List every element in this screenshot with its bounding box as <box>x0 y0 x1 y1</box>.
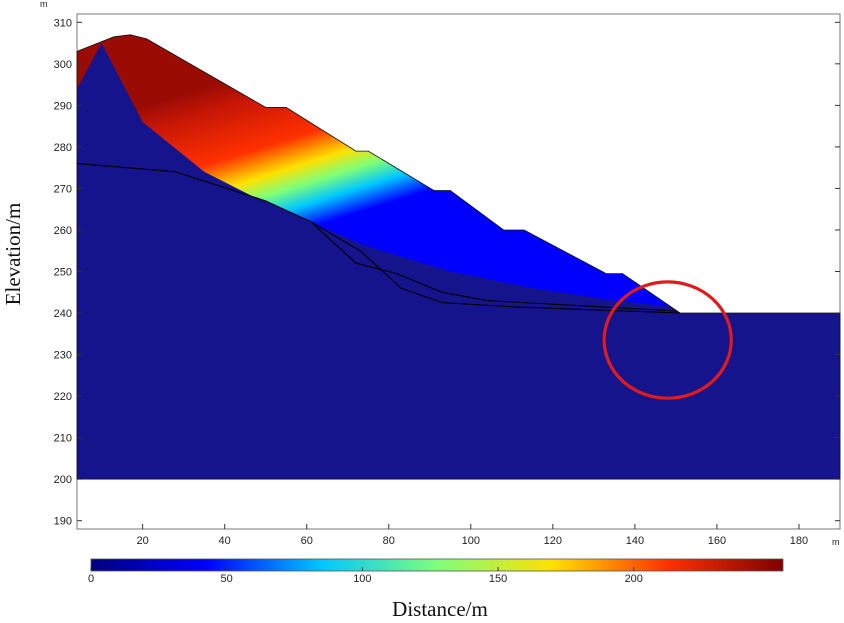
x-tick-label: 120 <box>544 535 562 547</box>
interface-line-1 <box>76 162 681 314</box>
y-axis-title: Elevation/m <box>1 203 25 306</box>
colorbar-tick-label: 100 <box>353 573 371 585</box>
x-axis-unit: m <box>832 537 840 547</box>
colorbar-tick-label: 0 <box>88 573 94 585</box>
x-tick-label: 80 <box>383 535 395 547</box>
y-axis: 190 200 210 220 230 240 250 260 270 280 290 300 310 <box>54 17 840 528</box>
x-tick-label: 100 <box>462 535 480 547</box>
x-axis: 20 40 60 80 100 120 140 160 180 <box>137 524 808 547</box>
y-tick-label: 280 <box>54 142 72 154</box>
interface-lines <box>76 162 681 314</box>
interface-line-2 <box>310 221 676 312</box>
y-tick-label: 230 <box>54 350 72 362</box>
x-tick-label: 140 <box>626 535 644 547</box>
x-tick-label: 20 <box>137 535 149 547</box>
contour-field <box>76 34 841 480</box>
y-tick-label: 260 <box>54 225 72 237</box>
y-axis-unit: m <box>40 0 48 9</box>
x-tick-label: 180 <box>790 535 808 547</box>
x-tick-label: 160 <box>708 535 726 547</box>
x-tick-label: 40 <box>219 535 231 547</box>
y-tick-label: 190 <box>54 516 72 528</box>
y-tick-label: 290 <box>54 100 72 112</box>
colorbar-tick-label: 50 <box>221 573 233 585</box>
y-tick-label: 300 <box>54 59 72 71</box>
colorbar: 0 50 100 150 200 <box>88 558 784 585</box>
y-tick-label: 210 <box>54 433 72 445</box>
y-tick-label: 310 <box>54 17 72 29</box>
x-tick-label: 60 <box>301 535 313 547</box>
y-tick-label: 240 <box>54 308 72 320</box>
colorbar-tick-label: 200 <box>625 573 643 585</box>
colorbar-gradient <box>90 558 784 572</box>
y-tick-label: 200 <box>54 474 72 486</box>
colorbar-ticks: 0 50 100 150 200 <box>88 567 643 585</box>
colorbar-tick-label: 150 <box>489 573 507 585</box>
highlight-circle <box>602 280 733 400</box>
y-tick-label: 250 <box>54 267 72 279</box>
y-tick-label: 220 <box>54 391 72 403</box>
x-axis-title: Distance/m <box>392 597 488 621</box>
slope-gradient-band <box>77 34 680 314</box>
y-tick-label: 270 <box>54 183 72 195</box>
